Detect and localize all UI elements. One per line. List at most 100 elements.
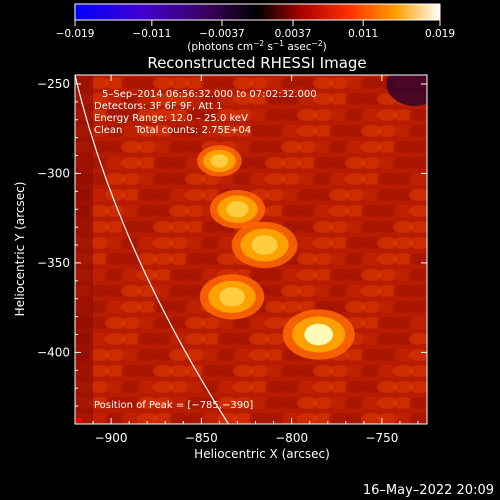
texture-cell [393, 141, 413, 153]
texture-cell [297, 109, 317, 121]
texture-cell [377, 221, 397, 233]
texture-cell [217, 109, 237, 121]
texture-cell [153, 77, 173, 89]
texture-cell [121, 77, 141, 89]
texture-cell [361, 221, 381, 233]
texture-cell [249, 397, 269, 409]
texture-cell [153, 125, 173, 137]
texture-cell [281, 173, 301, 185]
texture-cell [313, 173, 333, 185]
texture-cell [409, 397, 427, 409]
texture-cell [185, 349, 205, 361]
texture-cell [201, 125, 221, 137]
texture-cell [105, 285, 125, 297]
texture-cell [345, 237, 365, 249]
texture-cell [265, 365, 285, 377]
texture-cell [393, 365, 413, 377]
texture-cell [169, 173, 189, 185]
texture-cell [217, 93, 237, 105]
texture-cell [361, 381, 381, 393]
texture-cell [105, 109, 125, 121]
texture-cell [361, 365, 381, 377]
texture-cell [361, 205, 381, 217]
texture-cell [137, 397, 157, 409]
texture-cell [105, 269, 125, 281]
texture-cell [393, 349, 413, 361]
texture-cell [121, 253, 141, 265]
texture-cell [217, 333, 237, 345]
texture-cell [361, 77, 381, 89]
texture-cell [297, 285, 317, 297]
texture-cell [185, 381, 205, 393]
texture-cell [377, 205, 397, 217]
texture-cell [361, 301, 381, 313]
texture-cell [217, 365, 237, 377]
texture-cell [361, 173, 381, 185]
texture-cell [105, 333, 125, 345]
texture-cell [121, 333, 141, 345]
texture-cell [377, 397, 397, 409]
texture-cell [297, 221, 317, 233]
texture-cell [201, 365, 221, 377]
heatmap-layer [75, 75, 427, 424]
texture-cell [393, 221, 413, 233]
texture-cell [297, 77, 317, 89]
texture-cell [281, 77, 301, 89]
texture-cell [169, 189, 189, 201]
texture-cell [329, 221, 349, 233]
texture-cell [137, 253, 157, 265]
texture-cell [121, 157, 141, 169]
texture-cell [361, 109, 381, 121]
texture-cell [281, 141, 301, 153]
image-area [75, 75, 427, 424]
texture-cell [153, 301, 173, 313]
colorbar-ticks: −0.019 −0.011 −0.0037 0.0037 0.011 0.019 [56, 20, 455, 40]
texture-cell [281, 125, 301, 137]
corner-marker [76, 418, 82, 422]
texture-cell [89, 365, 109, 377]
texture-cell [105, 141, 125, 153]
texture-cell [233, 173, 253, 185]
texture-cell [329, 205, 349, 217]
colorbar [74, 3, 441, 21]
texture-cell [89, 301, 109, 313]
texture-cell [329, 125, 349, 137]
texture-cell [393, 253, 413, 265]
texture-cell [393, 301, 413, 313]
texture-cell [249, 93, 269, 105]
texture-cell [249, 109, 269, 121]
texture-cell [393, 125, 413, 137]
texture-cell [345, 77, 365, 89]
annotation-peak: Position of Peak = [−785,−390] [94, 400, 253, 411]
texture-cell [201, 77, 221, 89]
texture-cell [201, 221, 221, 233]
texture-cell [137, 301, 157, 313]
texture-cell [89, 317, 109, 329]
texture-cell [393, 317, 413, 329]
texture-cell [153, 381, 173, 393]
texture-cell [121, 205, 141, 217]
y-tick-label: −250 [37, 77, 70, 91]
texture-cell [345, 93, 365, 105]
texture-cell [329, 109, 349, 121]
texture-cell [281, 157, 301, 169]
texture-cell [185, 77, 205, 89]
texture-cell [169, 77, 189, 89]
texture-cell [281, 205, 301, 217]
texture-cell [377, 381, 397, 393]
texture-cell [201, 413, 221, 424]
texture-cell [265, 189, 285, 201]
texture-cell [409, 301, 427, 313]
texture-cell [297, 189, 317, 201]
texture-cell [377, 317, 397, 329]
texture-cell [185, 125, 205, 137]
texture-cell [265, 157, 285, 169]
texture-cell [89, 349, 109, 361]
texture-cell [329, 141, 349, 153]
texture-cell [185, 301, 205, 313]
texture-cell [409, 173, 427, 185]
texture-cell [361, 397, 381, 409]
texture-cell [89, 109, 109, 121]
texture-cell [137, 269, 157, 281]
texture-cell [217, 381, 237, 393]
